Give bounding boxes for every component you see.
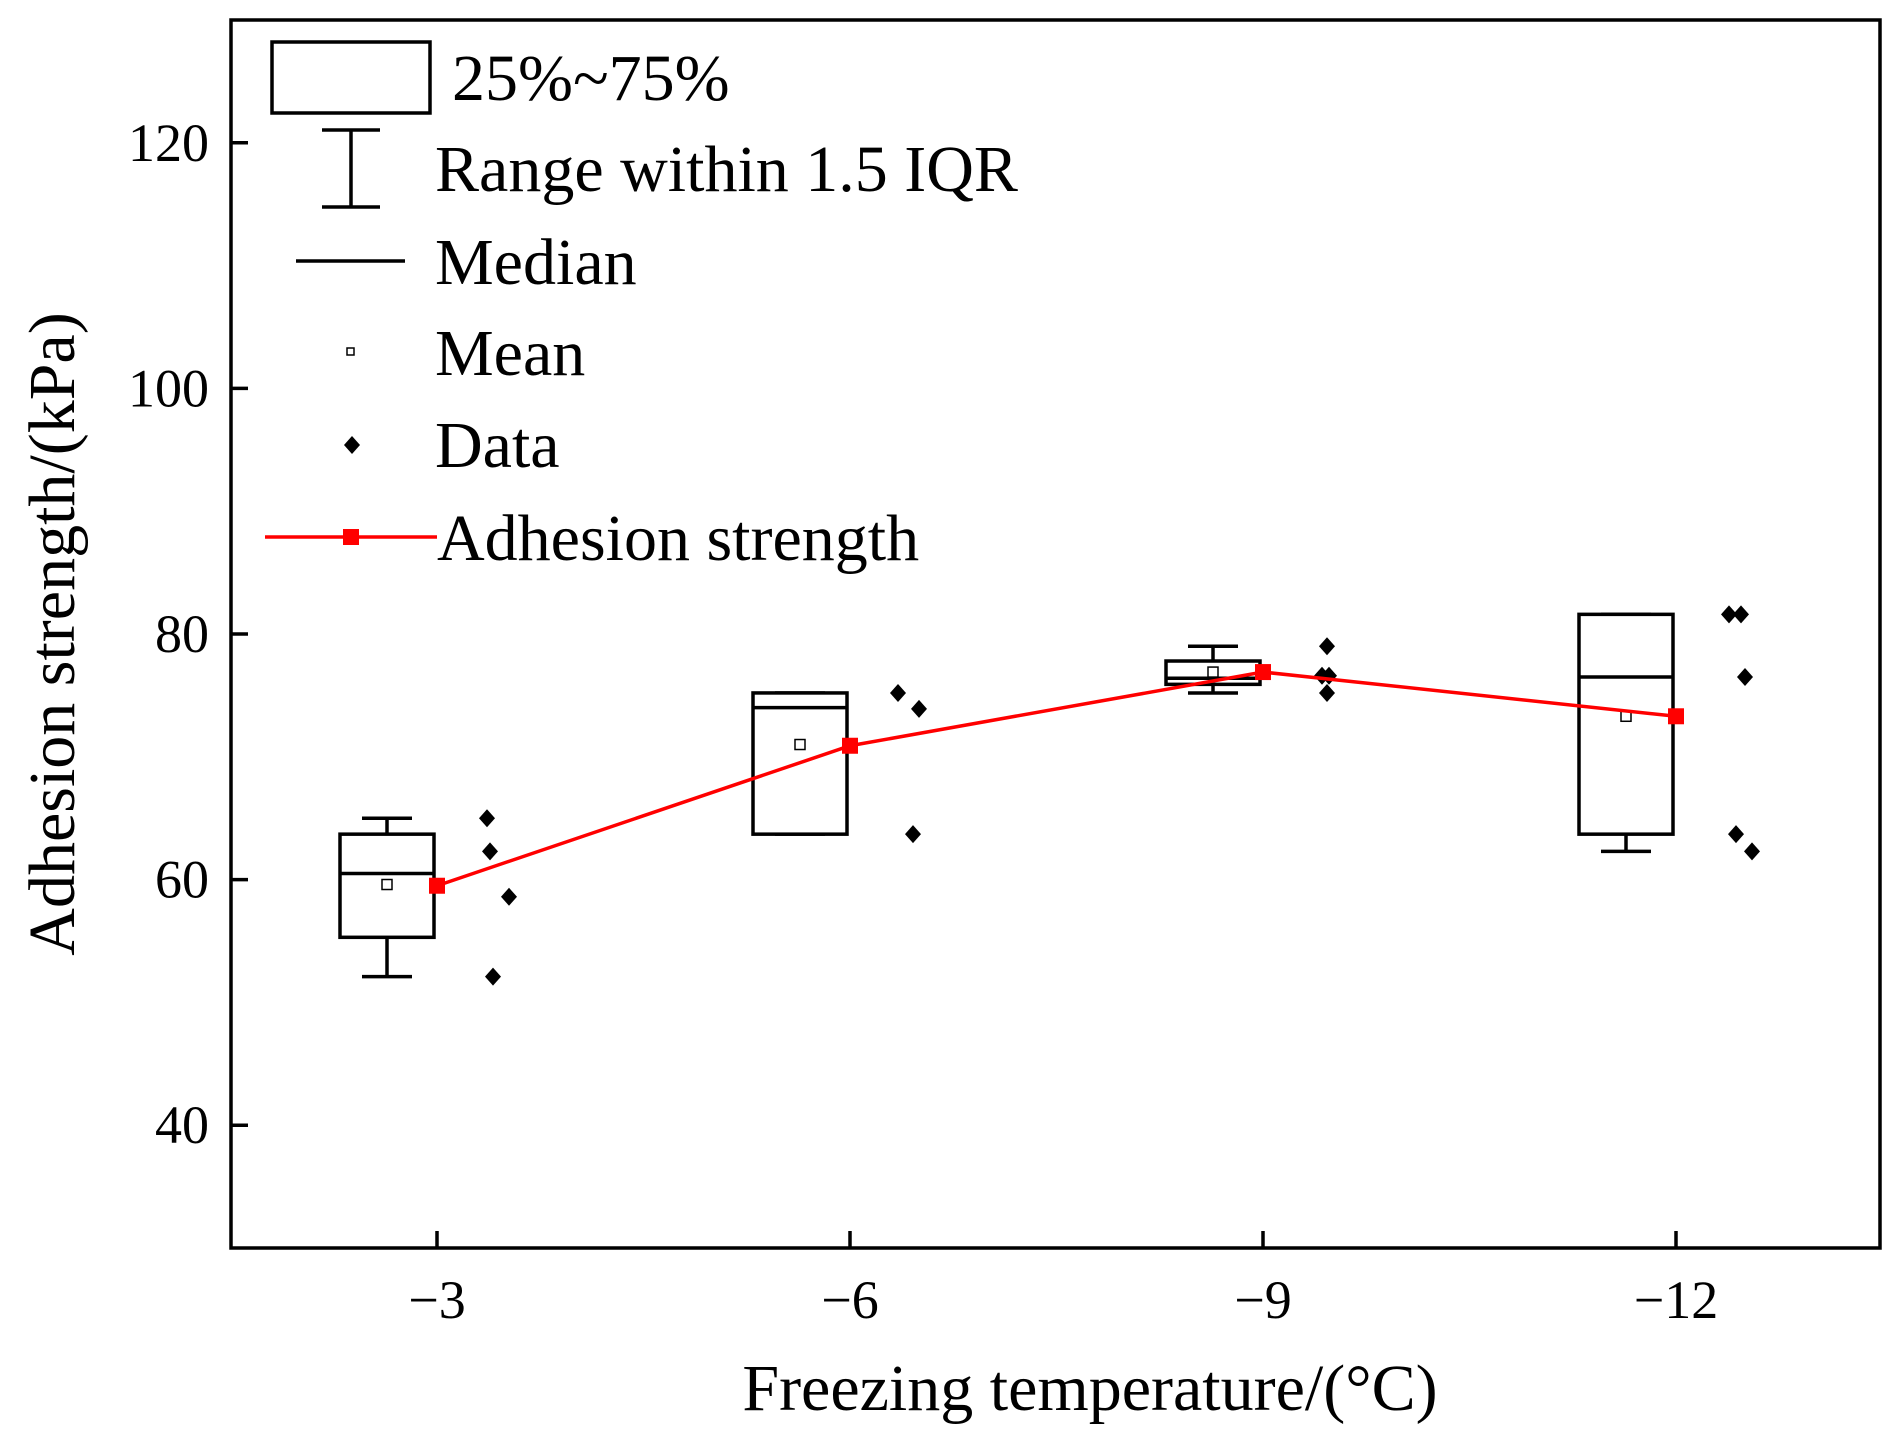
legend-box-symbol	[270, 40, 432, 115]
legend-series-marker	[343, 529, 359, 545]
data-point	[1728, 825, 1744, 844]
x-tick-label: −6	[821, 1270, 878, 1330]
box-3	[1577, 612, 1675, 854]
x-tick-label: −3	[408, 1270, 465, 1330]
y-tick-label: 80	[155, 604, 209, 664]
y-axis-label: Adhesion strength/(kPa)	[16, 312, 89, 955]
mean-marker	[794, 738, 806, 751]
data-point	[905, 825, 921, 844]
legend: 25%~75% Range within 1.5 IQR Median Mean…	[265, 40, 1018, 575]
data-point	[890, 683, 906, 702]
legend-mean-symbol	[346, 347, 355, 356]
data-points	[479, 605, 1760, 986]
data-point	[1744, 842, 1760, 861]
x-axis-label: Freezing temperature/(°C)	[742, 1352, 1437, 1425]
adhesion-series	[429, 664, 1684, 894]
series-marker	[842, 737, 858, 754]
series-line	[436, 670, 1677, 888]
y-axis: 40 60 80 100 120	[128, 113, 248, 1155]
x-tick-label: −9	[1234, 1270, 1291, 1330]
y-tick-label: 100	[128, 358, 209, 418]
data-point	[1721, 605, 1737, 624]
mean-marker	[1207, 666, 1219, 678]
data-point	[482, 842, 498, 861]
series-marker	[1668, 708, 1684, 725]
data-point	[479, 809, 495, 828]
legend-mean-label: Mean	[435, 317, 585, 390]
y-tick-label: 40	[155, 1095, 209, 1155]
x-tick-label: −12	[1634, 1270, 1718, 1330]
y-tick-label: 120	[128, 113, 209, 173]
legend-data-label: Data	[435, 409, 560, 482]
box-0	[338, 816, 436, 979]
x-axis: −3 −6 −9 −12	[408, 1231, 1718, 1330]
series-marker	[429, 877, 445, 894]
legend-range-label: Range within 1.5 IQR	[435, 133, 1018, 206]
data-point	[1733, 605, 1749, 624]
data-point	[501, 887, 517, 906]
data-point	[485, 967, 501, 986]
legend-median-label: Median	[435, 226, 637, 299]
legend-data-symbol	[344, 436, 360, 454]
data-point	[1319, 637, 1335, 656]
legend-series-label: Adhesion strength	[437, 502, 919, 575]
data-point	[911, 699, 927, 718]
y-tick-label: 60	[155, 850, 209, 910]
data-point	[1737, 667, 1753, 686]
data-point	[1319, 683, 1335, 702]
mean-marker	[381, 878, 393, 891]
box-plots	[338, 612, 1675, 979]
series-marker	[1255, 664, 1271, 681]
legend-box-label: 25%~75%	[452, 42, 730, 115]
iqr-box	[1577, 612, 1675, 836]
